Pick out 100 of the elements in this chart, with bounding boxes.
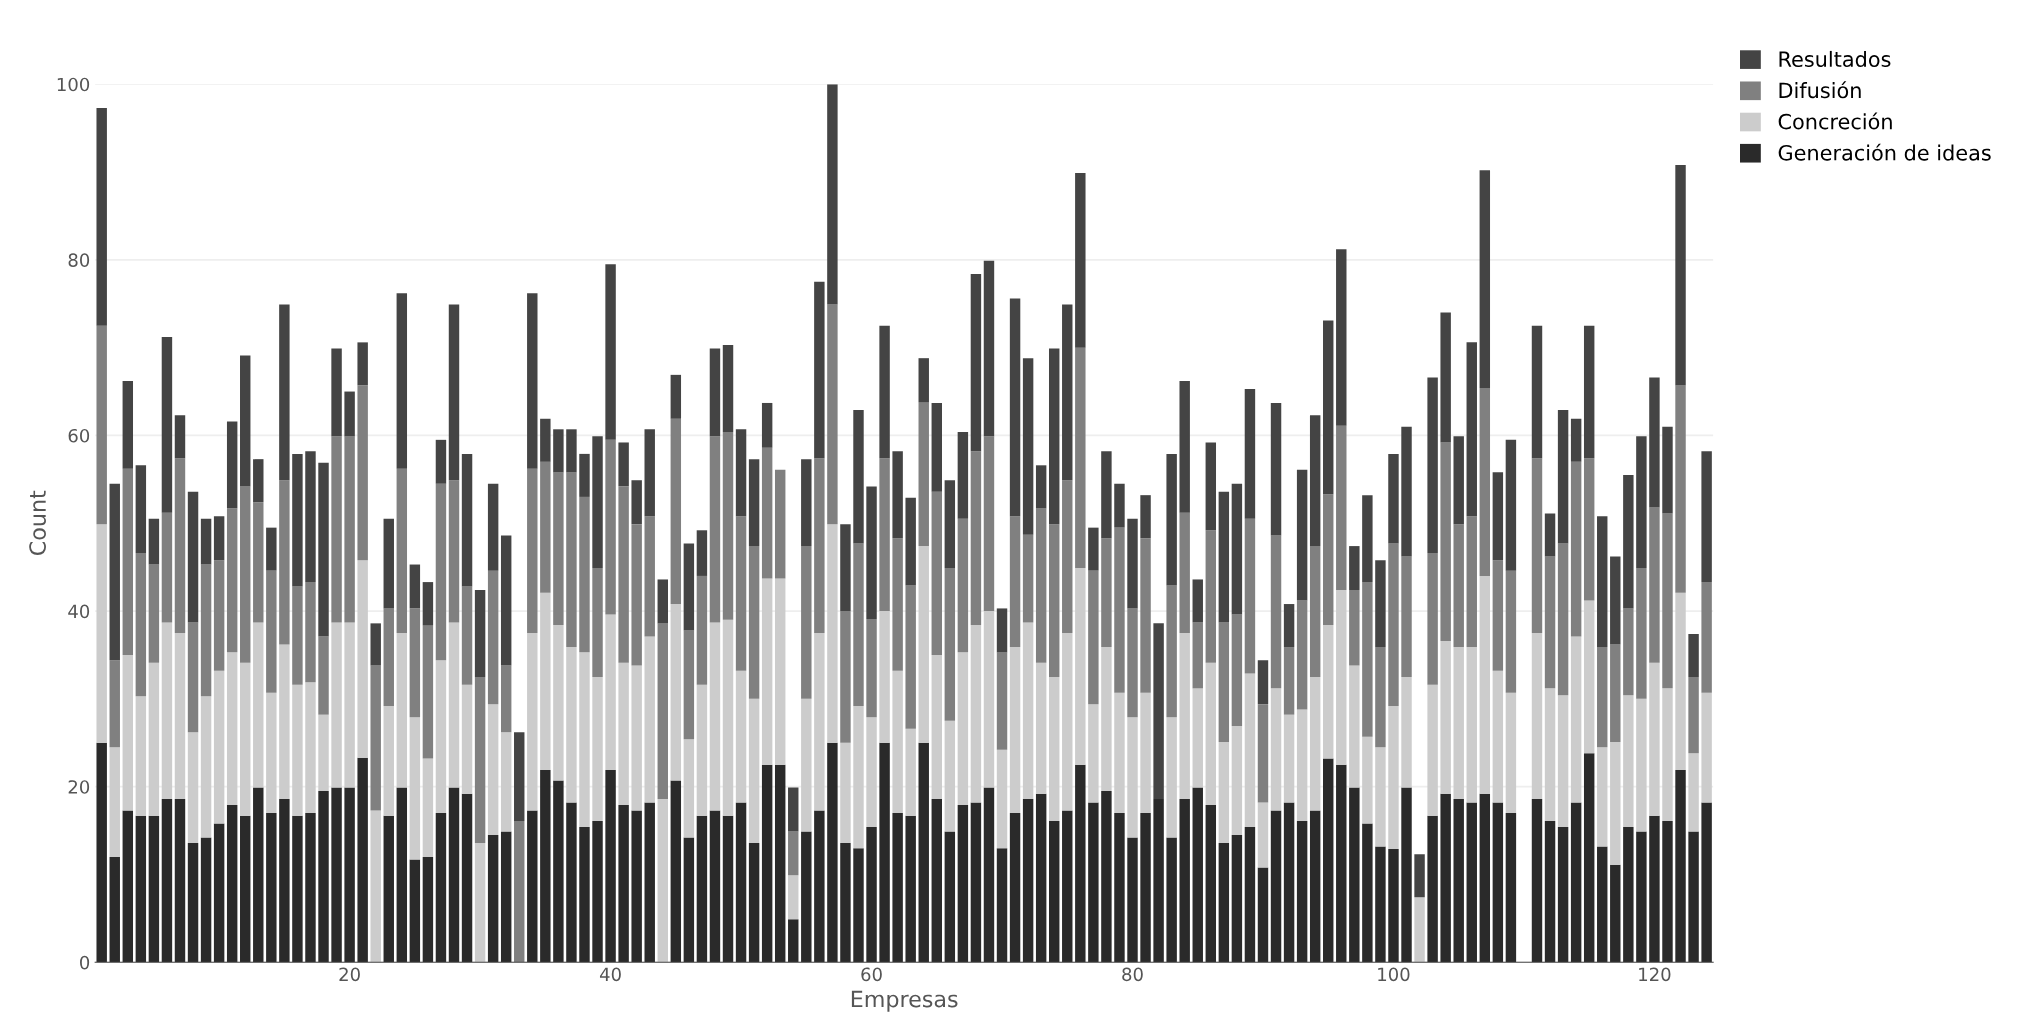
- bar: [696, 530, 708, 576]
- bar: [1049, 524, 1060, 677]
- bar: [487, 570, 499, 705]
- x-tick-label: 100: [1378, 967, 1410, 982]
- bar: [500, 831, 512, 963]
- bar: [983, 260, 995, 437]
- bar: [996, 652, 1008, 750]
- bar: [1009, 516, 1021, 648]
- bar: [631, 524, 642, 666]
- bar: [161, 512, 173, 623]
- bar: [1270, 535, 1282, 689]
- bar: [1336, 249, 1347, 426]
- bar: [1283, 604, 1295, 648]
- bar: [1662, 820, 1673, 963]
- bar: [1257, 802, 1269, 868]
- bar: [187, 491, 199, 623]
- bar: [1688, 753, 1699, 832]
- bar: [174, 458, 186, 634]
- bar: [1179, 381, 1190, 513]
- bar: [788, 787, 799, 832]
- bar: [944, 831, 956, 963]
- bar: [1557, 827, 1569, 963]
- bar: [1114, 813, 1125, 963]
- legend-label: Resultados: [1779, 50, 1891, 68]
- bar: [774, 578, 786, 765]
- bar: [814, 810, 825, 963]
- bar: [631, 665, 642, 811]
- bar: [1701, 692, 1712, 803]
- bar: [970, 802, 982, 963]
- bar: [735, 516, 747, 671]
- bar: [1075, 764, 1086, 963]
- bar: [1153, 623, 1164, 799]
- bar: [1062, 810, 1073, 963]
- bar: [801, 831, 812, 963]
- bar: [1362, 823, 1373, 963]
- bar: [1231, 834, 1243, 963]
- bar: [1283, 802, 1295, 963]
- bar: [1127, 837, 1138, 963]
- bar: [1453, 524, 1464, 648]
- bar: [1192, 688, 1203, 788]
- bar: [1388, 543, 1399, 706]
- bar: [879, 742, 890, 963]
- bar: [1022, 534, 1034, 623]
- bar: [370, 623, 381, 666]
- bar: [292, 453, 303, 587]
- bar: [200, 696, 212, 838]
- bar: [1440, 640, 1451, 794]
- bar: [709, 810, 721, 963]
- bar: [853, 848, 864, 963]
- bar: [318, 714, 329, 792]
- bar: [1414, 897, 1425, 963]
- bar: [918, 358, 929, 403]
- bar: [735, 429, 747, 517]
- bar: [487, 834, 499, 963]
- bar: [448, 304, 460, 481]
- bar: [226, 421, 238, 509]
- bar: [135, 815, 147, 963]
- bar: [461, 453, 473, 587]
- bar: [1349, 589, 1360, 666]
- bar: [253, 459, 264, 503]
- bar: [1440, 793, 1451, 963]
- bar: [1597, 647, 1608, 748]
- bar: [500, 665, 512, 733]
- bar: [1427, 684, 1438, 816]
- bar: [266, 527, 277, 571]
- bar: [827, 84, 838, 305]
- bar: [1244, 827, 1256, 963]
- bar: [1662, 688, 1673, 821]
- bar: [631, 480, 642, 525]
- bar: [735, 802, 747, 963]
- bar: [213, 560, 225, 671]
- bar: [240, 815, 251, 963]
- bar: [983, 611, 995, 788]
- bar: [1466, 342, 1477, 517]
- bar: [318, 462, 329, 637]
- bar: [1623, 608, 1634, 696]
- bar: [174, 633, 186, 799]
- bar: [566, 802, 577, 963]
- bar: [1505, 692, 1517, 814]
- bar: [579, 496, 590, 653]
- bar: [448, 622, 460, 788]
- bar: [1349, 665, 1360, 788]
- bar: [1166, 837, 1177, 963]
- bar: [892, 538, 903, 671]
- bar: [200, 564, 212, 697]
- bar: [357, 560, 368, 758]
- bar: [1283, 714, 1295, 803]
- bar: [1583, 325, 1595, 459]
- bar: [670, 604, 682, 781]
- bar: [540, 770, 551, 963]
- bar: [1649, 507, 1660, 663]
- bar: [1257, 660, 1269, 705]
- bar: [331, 348, 342, 437]
- bar: [253, 787, 264, 963]
- bar: [944, 568, 956, 721]
- bar: [748, 842, 760, 963]
- bar: [122, 654, 134, 811]
- bar: [435, 660, 447, 814]
- bar: [305, 582, 316, 683]
- bar: [292, 586, 303, 685]
